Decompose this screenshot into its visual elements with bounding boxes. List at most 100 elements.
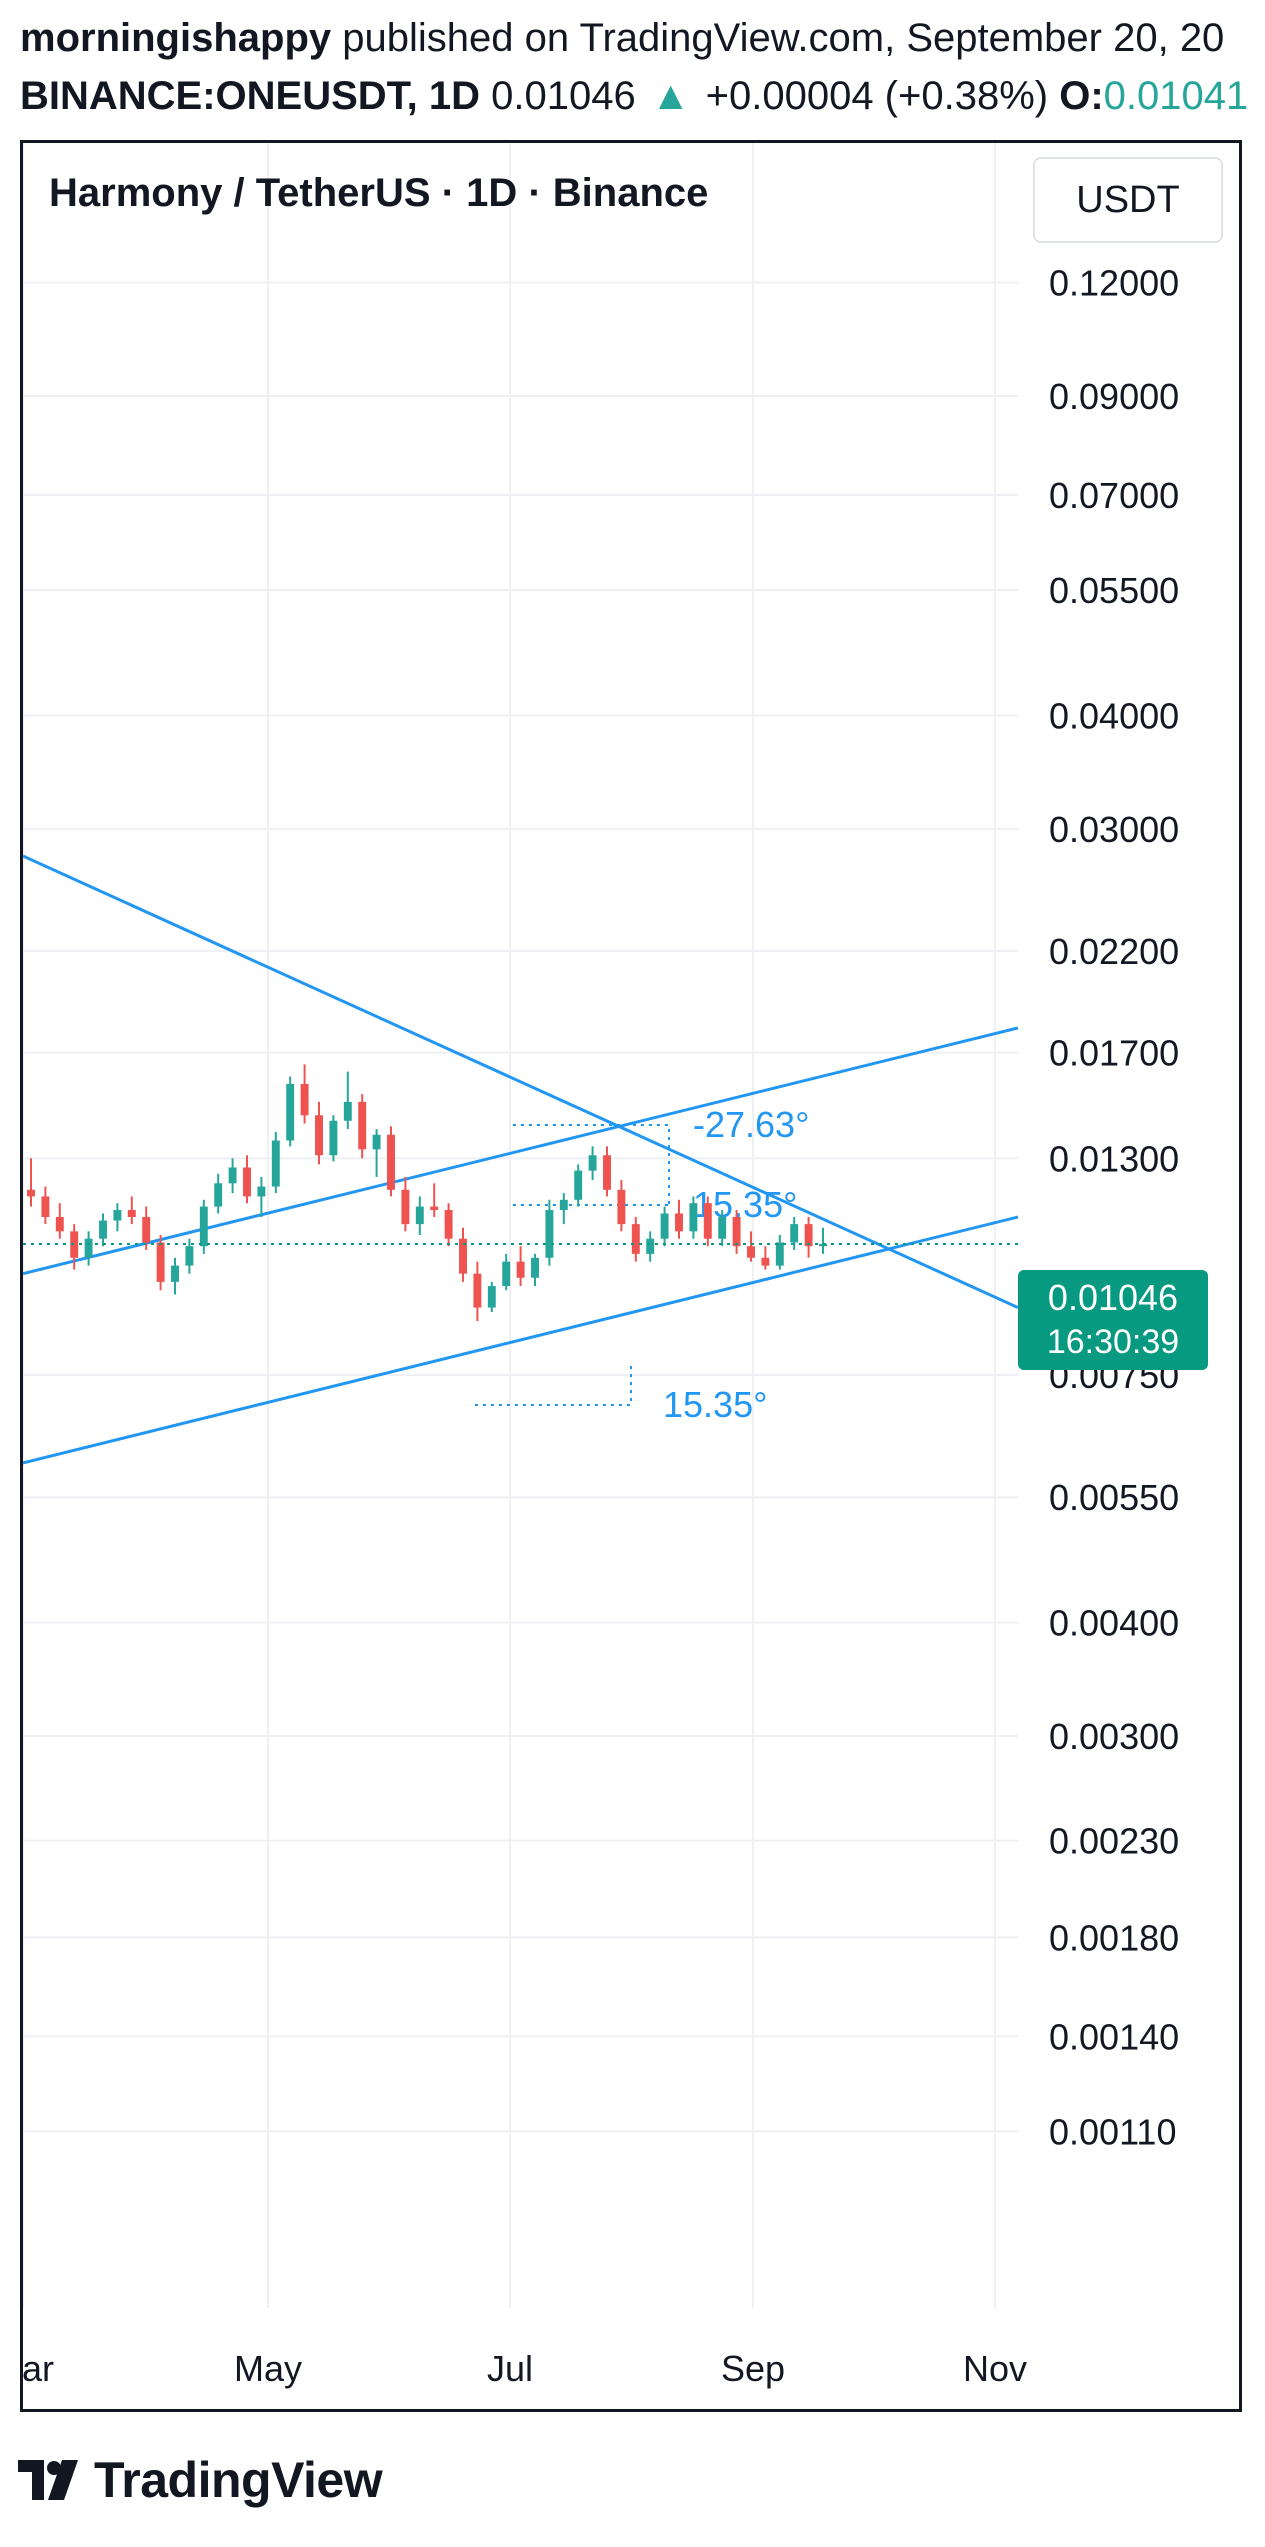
candle-body	[415, 1206, 424, 1225]
x-tick-label: May	[234, 2348, 302, 2389]
last-price-tag: 0.01046 16:30:39	[1018, 1270, 1208, 1370]
candle-body	[257, 1186, 266, 1197]
x-tick-label: Mar	[23, 2348, 54, 2389]
candle-body	[99, 1220, 107, 1239]
last-price: 0.01046	[491, 74, 636, 118]
symbol-info: BINANCE:ONEUSDT, 1D 0.01046 ▲ +0.00004 (…	[20, 72, 1248, 120]
candle-body	[761, 1257, 770, 1266]
candle-body	[689, 1203, 698, 1232]
candle-body	[156, 1242, 165, 1282]
candle-body	[819, 1243, 827, 1247]
y-tick-label: 0.04000	[1049, 695, 1179, 736]
y-tick-label: 0.09000	[1049, 376, 1179, 417]
trend-line	[23, 1215, 1019, 1465]
trendlines[interactable]	[23, 854, 1019, 1465]
x-tick-label: Nov	[963, 2348, 1027, 2389]
symbol-label: BINANCE:ONEUSDT, 1D	[20, 74, 481, 118]
candle-body	[199, 1206, 208, 1247]
candle-body	[718, 1217, 727, 1239]
candle-body	[84, 1238, 93, 1258]
tradingview-logo-text: TradingView	[94, 2452, 383, 2508]
candle-body	[243, 1167, 251, 1197]
candle-body	[228, 1167, 237, 1184]
y-tick-label: 0.00300	[1049, 1716, 1179, 1757]
candle-body	[329, 1120, 338, 1156]
candle-body	[631, 1224, 640, 1254]
candle-body	[55, 1217, 64, 1232]
open-value: 0.01041	[1103, 74, 1249, 118]
candle-body	[70, 1231, 79, 1258]
price-tag-countdown: 16:30:39	[1047, 1323, 1179, 1361]
angle-label: -27.63°	[693, 1104, 809, 1145]
candle-body	[531, 1257, 539, 1278]
candle-body	[487, 1286, 496, 1308]
candle-body	[617, 1189, 626, 1225]
candle-body	[732, 1217, 741, 1247]
candles	[23, 1064, 1018, 1322]
candle-body	[358, 1101, 367, 1150]
candle-body	[804, 1224, 813, 1247]
candle-body	[675, 1213, 683, 1232]
candle-body	[401, 1189, 410, 1225]
chart-frame[interactable]: -27.63° 15.35° 15.35° 0.12000 0.09000 0.0700…	[20, 140, 1242, 2412]
author-name[interactable]: morningishappy	[20, 16, 332, 60]
candle-body	[660, 1213, 669, 1239]
axes: 0.12000 0.09000 0.07000 0.05500 0.04000 0.030…	[23, 263, 1179, 2389]
price-change: +0.00004 (+0.38%)	[705, 74, 1049, 118]
candle-body	[142, 1217, 151, 1243]
trend-line	[23, 1026, 1019, 1276]
up-triangle-icon: ▲	[650, 74, 691, 118]
candle-body	[775, 1242, 784, 1266]
candle-body	[444, 1210, 453, 1239]
candle-body	[502, 1261, 511, 1287]
y-tick-label: 0.00550	[1049, 1477, 1179, 1518]
candle-body	[271, 1140, 280, 1187]
y-tick-label: 0.05500	[1049, 570, 1179, 611]
y-tick-label: 0.12000	[1049, 263, 1179, 304]
candle-body	[286, 1083, 295, 1141]
candle-body	[185, 1246, 194, 1266]
angle-annotations[interactable]: -27.63°15.35°15.35°	[475, 1104, 809, 1425]
publish-header: morningishappy published on TradingView.…	[0, 0, 1265, 140]
tradingview-logo[interactable]: TradingView	[18, 2450, 383, 2510]
price-chart[interactable]: -27.63°15.35°15.35° 0.120000.090000.0700…	[23, 143, 1239, 2409]
y-tick-label: 0.00180	[1049, 1917, 1179, 1958]
candle-body	[747, 1246, 755, 1258]
candle-body	[430, 1206, 439, 1211]
candle-body	[27, 1189, 35, 1197]
candle-body	[372, 1134, 381, 1150]
grid	[23, 143, 1018, 2308]
candle-body	[588, 1155, 597, 1171]
candle-body	[703, 1203, 712, 1239]
price-tag-value: 0.01046	[1048, 1277, 1178, 1318]
price-tag-background	[1018, 1270, 1208, 1370]
candle-body	[214, 1183, 223, 1207]
y-tick-label: 0.01300	[1049, 1138, 1179, 1179]
candle-body	[300, 1083, 309, 1116]
angle-label: 15.35°	[663, 1384, 767, 1425]
currency-button[interactable]: USDT	[1033, 157, 1223, 243]
candle-body	[574, 1170, 583, 1200]
y-tick-label: 0.00110	[1049, 2111, 1176, 2152]
y-tick-label: 0.02200	[1049, 931, 1179, 972]
chart-title: Harmony / TetherUS · 1D · Binance	[49, 171, 709, 215]
y-tick-label: 0.03000	[1049, 809, 1179, 850]
candle-body	[343, 1101, 352, 1121]
x-tick-label: Jul	[487, 2348, 533, 2389]
published-text: published on TradingView.com, September …	[331, 16, 1225, 60]
candle-body	[41, 1196, 50, 1218]
trend-line	[23, 854, 1019, 1309]
x-tick-label: Sep	[721, 2348, 785, 2389]
publish-info: morningishappy published on TradingView.…	[20, 14, 1224, 62]
candle-body	[387, 1134, 395, 1190]
open-label: O:	[1059, 74, 1104, 118]
y-tick-label: 0.01700	[1049, 1033, 1179, 1074]
candle-body	[603, 1155, 611, 1190]
candle-body	[790, 1224, 799, 1243]
candle-body	[545, 1210, 554, 1258]
tradingview-logo-icon	[18, 2460, 78, 2500]
angle-bracket	[475, 1365, 632, 1406]
y-tick-label: 0.00400	[1049, 1603, 1179, 1644]
angle-bracket	[513, 1124, 670, 1205]
candle-body	[459, 1238, 467, 1274]
